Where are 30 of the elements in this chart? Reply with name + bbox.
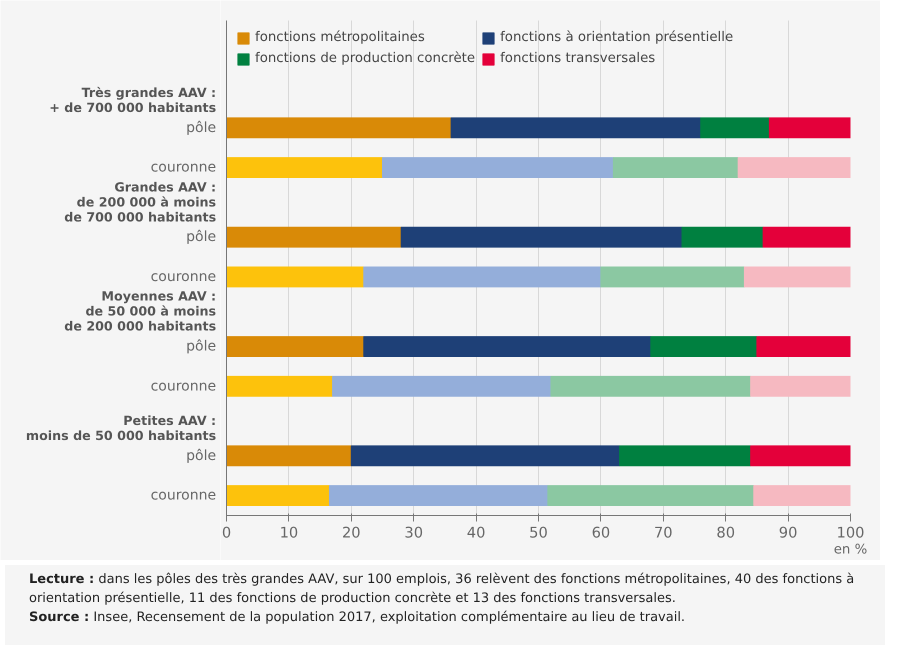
y-tick-label: pôle — [186, 229, 216, 246]
y-tick-label: pôle — [186, 120, 216, 136]
x-tick-label: 60 — [592, 524, 610, 542]
x-tick-label: 20 — [342, 524, 361, 542]
text: Lecture : dans les pôles des très grandes AAV, sur 100 emplois, 36 relèvent des fonctions métropolitaines, 40 des fonctions à orientation présentielle, 11 des fonctions de production concrète et 13 des fonctions transversales. — [29, 572, 854, 606]
x-tick-label: 80 — [716, 524, 736, 542]
legend-label: fonctions de production concrète — [255, 51, 476, 66]
text: Très grandes AAV : + de 700 000 habitants — [49, 84, 216, 115]
x-tick-label: 0 — [222, 524, 232, 542]
y-tick-label: couronne — [150, 378, 216, 394]
text: Moyennes AAV : de 50 000 à moins de 200 000 habitants — [64, 288, 216, 334]
legend-label: fonctions transversales — [500, 51, 656, 66]
legend-label: fonctions métropolitaines — [255, 30, 426, 45]
source-note: Source : Insee, Recensement de la population 2017, exploitation complémentaire au lieu de travail. — [29, 610, 686, 625]
x-tick-label: 30 — [404, 524, 424, 542]
x-tick-label: 70 — [654, 524, 673, 542]
x-tick-label: 100 — [836, 524, 864, 542]
legend-label: fonctions à orientation présentielle — [500, 30, 734, 45]
y-tick-label: couronne — [150, 268, 216, 285]
y-tick-label: couronne — [150, 160, 216, 176]
x-axis-title: en % — [834, 542, 868, 558]
y-tick-label: pôle — [186, 338, 216, 355]
x-tick-label: 10 — [280, 524, 298, 542]
x-tick-label: 40 — [466, 524, 486, 542]
y-tick-label: pôle — [186, 448, 216, 464]
y-tick-label: couronne — [150, 488, 216, 504]
text: Petites AAV : moins de 50 000 habitants — [26, 412, 216, 443]
x-tick-label: 90 — [778, 524, 798, 542]
x-tick-label: 50 — [529, 524, 548, 542]
text: Grandes AAV : de 200 000 à moins de 700 000 habitants — [64, 179, 216, 224]
